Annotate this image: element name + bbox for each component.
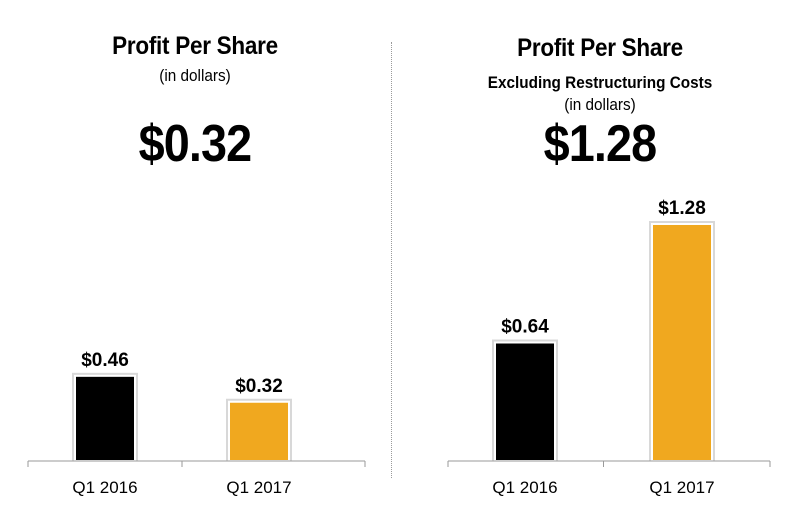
left-x-tick-label-1: Q1 2016 (72, 478, 137, 497)
right-bar-chart: $0.64 Q1 2016 $1.28 Q1 2017 (447, 198, 771, 497)
left-bar-value-label-1: $0.46 (81, 350, 129, 371)
right-bar-value-label-2: $1.28 (658, 198, 706, 219)
left-chart-panel: Profit Per Share (in dollars) $0.32 $0.4… (0, 0, 390, 519)
left-chart-headline-value: $0.32 (138, 115, 253, 173)
panel-divider (391, 42, 392, 478)
left-chart-title: Profit Per Share (112, 32, 278, 60)
right-chart-headline-value: $1.28 (543, 115, 658, 173)
right-bar-q1-2017 (651, 223, 713, 462)
right-chart-title: Profit Per Share (517, 34, 683, 62)
left-x-tick-label-2: Q1 2017 (226, 478, 291, 497)
right-chart-subtitle-bold: Excluding Restructuring Costs (487, 73, 713, 92)
right-x-tick-label-2: Q1 2017 (649, 478, 714, 497)
right-x-tick-label-1: Q1 2016 (492, 478, 557, 497)
left-chart-subtitle: (in dollars) (159, 66, 231, 85)
right-bar-value-label-1: $0.64 (501, 317, 549, 338)
right-bar-q1-2016 (494, 341, 556, 462)
left-bar-q1-2017 (228, 400, 290, 462)
left-bar-value-label-2: $0.32 (235, 376, 283, 397)
right-chart-subtitle: (in dollars) (564, 95, 636, 114)
left-bar-chart: $0.46 Q1 2016 $0.32 Q1 2017 (27, 350, 366, 497)
right-chart-panel: Profit Per Share Excluding Restructuring… (400, 0, 800, 519)
left-bar-q1-2016 (74, 374, 136, 462)
